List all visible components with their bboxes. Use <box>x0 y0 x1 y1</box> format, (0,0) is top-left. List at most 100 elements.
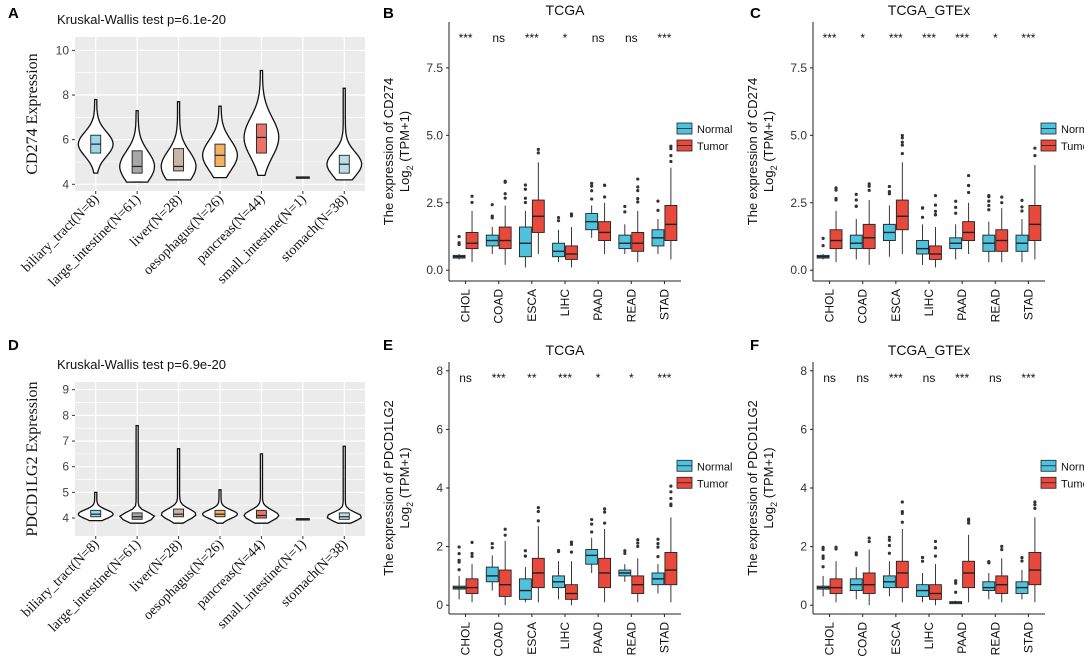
x-tick-label: LIHC <box>922 289 936 317</box>
box-outlier <box>967 190 971 195</box>
significance-label: *** <box>1021 31 1035 45</box>
box-outlier <box>954 205 958 209</box>
box-normal <box>518 578 532 600</box>
box-outlier <box>967 521 971 525</box>
box-outlier <box>590 189 594 193</box>
box-outlier <box>954 199 958 203</box>
x-tick-label: PAAD <box>955 622 969 654</box>
x-tick-label: CHOL <box>459 289 473 323</box>
panel-c: TCGA_GTEx 0.0 2.5 5.0 7.5 The expression of C… <box>745 2 1084 324</box>
box-tumor <box>829 578 843 594</box>
x-tick-label: biliary_tract(N=8) <box>19 537 102 620</box>
significance-label: ns <box>923 371 936 385</box>
box-outlier <box>556 219 561 223</box>
significance-label: * <box>860 31 865 45</box>
violin-body <box>326 445 363 524</box>
panel-letter-a: A <box>8 5 19 22</box>
y-tick-label: 10 <box>56 43 70 57</box>
violin-body <box>77 491 114 522</box>
violin-body <box>243 69 280 177</box>
box-normal <box>849 234 863 250</box>
box-tumor <box>498 569 512 597</box>
box-outlier <box>954 211 958 215</box>
y-axis-label-line1: The expression of CD274 <box>745 78 760 225</box>
y-tick-label: 7.5 <box>426 61 443 75</box>
x-tick-label: ESCA <box>525 622 539 655</box>
y-tick-label: 0 <box>436 598 443 612</box>
box-outlier <box>523 200 527 205</box>
box-outlier <box>1033 146 1037 150</box>
box-outlier <box>536 506 540 510</box>
box-outlier <box>967 517 971 521</box>
box-outlier <box>854 204 858 208</box>
box-outlier <box>987 199 991 203</box>
box-outlier <box>1033 506 1037 511</box>
significance-label: *** <box>525 31 539 45</box>
box-outlier <box>821 236 825 240</box>
box-outlier <box>933 203 938 207</box>
box-outlier <box>821 565 825 569</box>
x-tick-label: COAD <box>856 289 870 324</box>
box-outlier <box>669 484 673 488</box>
box-outlier <box>457 241 461 245</box>
y-tick-label: 9 <box>62 383 69 397</box>
y-tick-label: 0.0 <box>426 263 443 277</box>
x-tick-label: STAD <box>657 289 671 320</box>
box-outlier <box>569 540 574 544</box>
box-outlier <box>987 193 991 198</box>
y-tick-label: 4 <box>62 177 69 191</box>
box-tumor <box>664 552 678 586</box>
box-normal <box>585 549 599 565</box>
box-outlier <box>636 189 640 193</box>
box-outlier <box>590 197 594 201</box>
box-outlier <box>590 522 594 526</box>
panel-f: TCGA_GTEx 0 2 4 6 8 The expression of PDCD1LG2… <box>745 342 1084 657</box>
significance-label: ns <box>856 371 869 385</box>
box-outlier <box>920 559 925 563</box>
x-tick-label: LIHC <box>558 289 572 317</box>
box-outlier <box>1000 548 1004 552</box>
significance-label: ns <box>492 31 505 45</box>
box-outlier <box>490 541 494 546</box>
box-outlier <box>1020 555 1024 560</box>
chart-title: Kruskal-Wallis test p=6.1e-20 <box>57 12 226 27</box>
y-tick-label: 6 <box>800 422 807 436</box>
chart-title: TCGA <box>546 2 586 18</box>
significance-label: *** <box>955 371 969 385</box>
box-outlier <box>636 197 640 201</box>
y-tick-label: 8 <box>62 88 69 102</box>
x-tick-label: ESCA <box>889 289 903 322</box>
x-tick-label: COAD <box>492 622 506 657</box>
y-axis-label: CD274 Expression <box>24 53 41 174</box>
y-tick-label: 5 <box>62 485 69 499</box>
legend-label: Tumor <box>1061 478 1084 490</box>
box-outlier <box>834 545 838 549</box>
y-tick-label: 2 <box>436 540 443 554</box>
y-tick-label: 6 <box>436 422 443 436</box>
y-tick-label: 2.5 <box>426 196 443 210</box>
box-normal <box>485 566 499 583</box>
violin-inner-box <box>338 512 350 520</box>
box-outlier <box>569 550 574 554</box>
x-tick-label: READ <box>988 289 1002 323</box>
chart-title: TCGA_GTEx <box>888 2 970 18</box>
violin-body <box>119 110 156 183</box>
box-outlier <box>954 581 958 585</box>
box-tumor <box>862 223 876 250</box>
box-outlier <box>867 188 871 192</box>
box-outlier <box>887 535 891 539</box>
box-outlier <box>470 194 474 198</box>
significance-label: *** <box>558 371 572 385</box>
panel-letter-d: D <box>8 337 19 354</box>
box-outlier <box>900 133 904 138</box>
box-outlier <box>900 140 904 144</box>
box-outlier <box>623 551 627 556</box>
y-tick-label: 6 <box>62 460 69 474</box>
significance-label: ns <box>459 371 472 385</box>
box-outlier <box>1033 154 1037 158</box>
y-tick-label: 8 <box>800 364 807 378</box>
x-tick-label: READ <box>624 622 638 656</box>
box-outlier <box>854 551 858 555</box>
box-outlier <box>556 548 561 553</box>
box-outlier <box>536 509 540 514</box>
